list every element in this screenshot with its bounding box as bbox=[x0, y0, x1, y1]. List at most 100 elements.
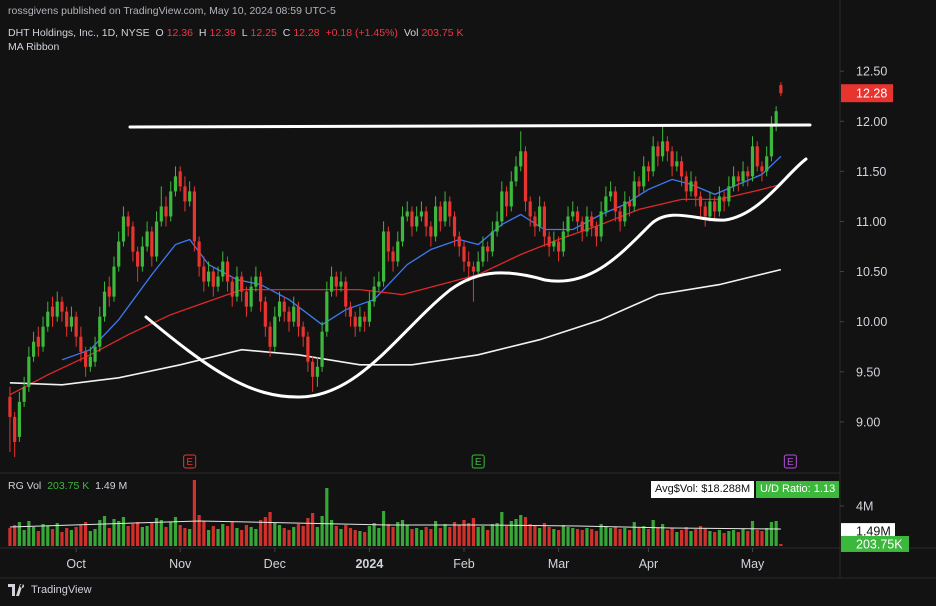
candle-body bbox=[580, 221, 584, 232]
volume-bar bbox=[282, 528, 286, 546]
volume-bar bbox=[188, 529, 192, 546]
volume-bar bbox=[400, 520, 405, 546]
candle-body bbox=[173, 176, 178, 192]
candle-body bbox=[277, 301, 282, 317]
volume-bar bbox=[665, 530, 669, 546]
volume-bar bbox=[296, 524, 301, 546]
volume-bar bbox=[443, 524, 447, 546]
candle-body bbox=[225, 261, 230, 282]
volume-bar bbox=[31, 527, 36, 546]
volume-bar bbox=[717, 530, 721, 546]
volume-bar bbox=[476, 527, 480, 546]
candle-body bbox=[320, 331, 324, 367]
volume-bar bbox=[533, 526, 537, 546]
volume-bar bbox=[415, 528, 419, 546]
last-price-box bbox=[841, 84, 893, 103]
y-tick-label: 12.50 bbox=[856, 65, 887, 79]
volume-bar bbox=[131, 524, 135, 546]
volume-bar bbox=[348, 528, 353, 546]
drawings bbox=[128, 123, 812, 399]
legend-close: 12.28 bbox=[293, 27, 320, 39]
axes: 9.00 9.50 10.00 10.50 11.00 11.50 12.00 12.50 Oc… bbox=[66, 65, 909, 571]
volume-bar bbox=[372, 523, 376, 546]
legend-volume: 203.75 K bbox=[421, 27, 464, 39]
volume-bar bbox=[594, 531, 599, 546]
volume-bar bbox=[315, 527, 319, 546]
candle-body bbox=[552, 241, 556, 247]
volume-bar bbox=[481, 526, 485, 546]
candle-body bbox=[296, 306, 301, 327]
volume-bar bbox=[661, 524, 665, 546]
volume-bar bbox=[552, 529, 556, 546]
volume-bar bbox=[642, 526, 646, 546]
volume-bar bbox=[225, 526, 230, 546]
candle-body bbox=[542, 206, 546, 237]
volume-bar bbox=[547, 527, 551, 546]
volume-bar bbox=[604, 526, 608, 546]
x-tick-label: May bbox=[741, 557, 765, 571]
candle-body bbox=[769, 126, 774, 157]
candle-body bbox=[424, 211, 428, 227]
candle-body bbox=[235, 276, 239, 297]
candle-body bbox=[462, 246, 466, 262]
candle-body bbox=[136, 251, 140, 267]
volume-bar bbox=[60, 532, 64, 546]
candle-body bbox=[164, 206, 168, 217]
candle-body bbox=[504, 191, 509, 207]
candle-body bbox=[27, 356, 31, 387]
volume-bar bbox=[599, 524, 603, 546]
candle-body bbox=[694, 181, 698, 197]
volume-bar bbox=[448, 527, 452, 546]
candle-body bbox=[609, 191, 613, 197]
candle-body bbox=[727, 186, 731, 202]
publisher: rossgivens published on TradingView.com,… bbox=[8, 5, 336, 17]
candle-body bbox=[637, 181, 641, 187]
volume-bar bbox=[79, 525, 83, 546]
volume-bar bbox=[618, 529, 622, 546]
candle-body bbox=[575, 211, 580, 222]
candle-body bbox=[74, 316, 78, 337]
volume-bar bbox=[486, 530, 490, 546]
candle-body bbox=[400, 216, 405, 242]
volume-bar bbox=[367, 526, 371, 546]
candle-body bbox=[292, 306, 296, 322]
earnings-marker bbox=[183, 454, 197, 469]
candle-body bbox=[717, 196, 721, 212]
candle-body bbox=[642, 166, 646, 187]
candle-body bbox=[154, 221, 159, 257]
candle-body bbox=[311, 361, 315, 377]
avg-dollar-volume: Avg$Vol: $18.288M bbox=[651, 481, 755, 498]
volume-bar bbox=[627, 530, 632, 546]
earnings-label: E bbox=[787, 457, 794, 468]
candle-body bbox=[69, 316, 74, 327]
volume-bar bbox=[590, 529, 594, 546]
volume-bar bbox=[760, 531, 764, 546]
candle-body bbox=[490, 231, 494, 252]
candle-body bbox=[519, 151, 523, 167]
volume-bar bbox=[514, 519, 518, 546]
candle-body bbox=[121, 216, 126, 242]
candle-body bbox=[159, 206, 163, 222]
volume-bar bbox=[363, 532, 367, 546]
candle-body bbox=[731, 176, 736, 187]
moving-average bbox=[9, 183, 782, 396]
cup-drawing bbox=[144, 157, 808, 399]
candle-body bbox=[8, 396, 12, 417]
volume-bar bbox=[689, 531, 693, 546]
volume-pane bbox=[8, 480, 783, 546]
volume-bar bbox=[55, 523, 59, 546]
candle-body bbox=[249, 286, 253, 307]
volume-bar bbox=[405, 525, 409, 546]
volume-bar bbox=[429, 529, 433, 546]
logo bbox=[8, 584, 25, 596]
candle-body bbox=[467, 261, 471, 267]
candle-body bbox=[107, 286, 111, 297]
candle-body bbox=[585, 216, 589, 232]
candle-body bbox=[230, 281, 234, 297]
candle-body bbox=[353, 316, 357, 327]
volume-bar bbox=[500, 512, 504, 546]
volume-bar bbox=[741, 529, 745, 546]
y-tick-label: 10.50 bbox=[856, 265, 887, 279]
moving-average bbox=[9, 268, 782, 386]
